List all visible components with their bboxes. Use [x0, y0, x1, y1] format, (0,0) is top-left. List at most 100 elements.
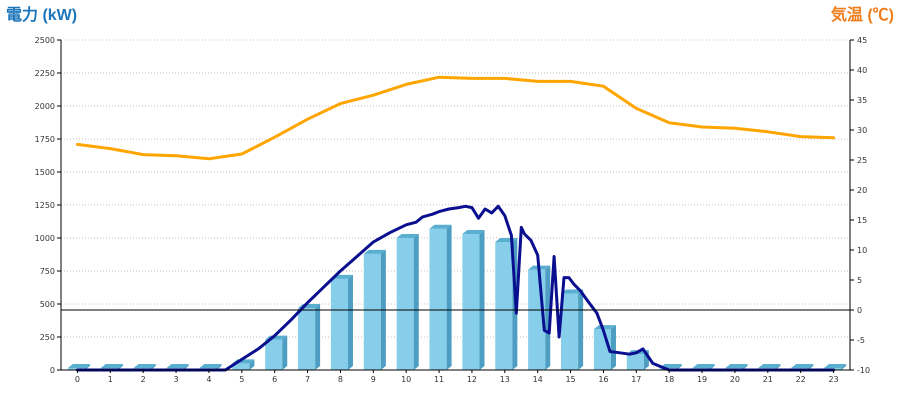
axes: 02505007501000125015001750200022502500-1… [35, 36, 870, 384]
bar-top [692, 364, 715, 368]
x-tick-label: 18 [664, 375, 674, 384]
bar-15 [561, 289, 584, 370]
left-tick-label: 1750 [35, 135, 55, 144]
x-tick-label: 8 [338, 375, 343, 384]
bar-side [249, 359, 255, 370]
bar-top [593, 325, 616, 330]
grid-lines [61, 39, 850, 338]
bar-face [495, 241, 513, 370]
left-tick-label: 2000 [35, 102, 55, 111]
left-tick-label: 1000 [35, 234, 55, 243]
x-tick-label: 7 [305, 375, 310, 384]
bar-top [166, 364, 189, 368]
bar-10 [396, 234, 419, 370]
x-tick-label: 2 [141, 375, 146, 384]
left-tick-label: 2500 [35, 36, 55, 45]
left-tick-label: 1250 [35, 201, 55, 210]
x-tick-label: 15 [565, 375, 575, 384]
right-tick-label: 10 [857, 246, 867, 255]
left-tick-label: 0 [50, 366, 55, 375]
right-tick-label: 40 [857, 66, 867, 75]
x-tick-label: 21 [763, 375, 773, 384]
bar-8 [330, 274, 353, 370]
bar-top [199, 364, 222, 368]
x-tick-label: 20 [730, 375, 740, 384]
x-tick-label: 6 [272, 375, 277, 384]
x-tick-label: 4 [206, 375, 211, 384]
right-tick-label: 20 [857, 186, 867, 195]
bar-side [347, 274, 353, 370]
bar-side [841, 364, 847, 370]
bar-top [396, 234, 419, 238]
bar-top [67, 364, 90, 368]
bar-face [626, 354, 644, 370]
bar-face [330, 278, 348, 370]
bar-top [100, 364, 123, 368]
temperature-line [75, 75, 836, 161]
bar-side [479, 230, 485, 370]
bar-side [610, 325, 616, 370]
right-tick-label: 30 [857, 126, 867, 135]
left-tick-label: 1500 [35, 168, 55, 177]
right-tick-label: 25 [857, 156, 867, 165]
bar-side [282, 335, 288, 370]
x-tick-label: 9 [371, 375, 376, 384]
bar-face [232, 363, 250, 370]
x-tick-label: 13 [500, 375, 510, 384]
x-tick-label: 16 [598, 375, 608, 384]
bar-top [725, 364, 748, 368]
left-tick-label: 250 [40, 333, 55, 342]
right-tick-label: -10 [857, 366, 870, 375]
bar-face [396, 238, 414, 370]
x-tick-label: 11 [434, 375, 444, 384]
right-axis-title: 気温 (℃) [831, 5, 894, 24]
x-tick-label: 22 [796, 375, 806, 384]
bar-top [791, 364, 814, 368]
x-tick-label: 14 [533, 375, 543, 384]
bar-side [413, 234, 419, 370]
left-tick-label: 750 [40, 267, 55, 276]
x-tick-label: 17 [631, 375, 641, 384]
x-tick-label: 10 [401, 375, 411, 384]
bar-face [429, 228, 447, 370]
bar-face [363, 253, 381, 370]
bar-series [67, 224, 847, 370]
bar-side [446, 224, 452, 370]
bar-side [315, 303, 321, 370]
right-tick-label: -5 [857, 336, 865, 345]
right-tick-label: 5 [857, 276, 862, 285]
x-tick-label: 3 [174, 375, 179, 384]
bar-top [462, 230, 485, 235]
bar-face [298, 307, 316, 370]
line-series [75, 75, 836, 372]
right-tick-label: 15 [857, 216, 867, 225]
bar-6 [265, 335, 288, 370]
x-tick-label: 23 [828, 375, 838, 384]
left-tick-label: 2250 [35, 69, 55, 78]
x-tick-label: 0 [75, 375, 80, 384]
right-tick-label: 45 [857, 36, 867, 45]
bar-top [429, 224, 452, 229]
right-tick-label: 35 [857, 96, 867, 105]
bar-face [462, 234, 480, 370]
x-tick-label: 19 [697, 375, 707, 384]
left-tick-label: 500 [40, 300, 55, 309]
right-tick-label: 0 [857, 306, 862, 315]
power-line [75, 204, 836, 372]
bar-side [545, 265, 551, 370]
bar-top [133, 364, 156, 368]
bar-top [824, 364, 847, 368]
bar-face [561, 293, 579, 370]
x-tick-label: 5 [239, 375, 244, 384]
x-tick-label: 1 [108, 375, 113, 384]
bar-face [265, 339, 283, 370]
left-axis-title: 電力 (kW) [6, 5, 77, 24]
bar-top [758, 364, 781, 368]
bar-11 [429, 224, 452, 370]
bar-top [561, 289, 584, 294]
bar-12 [462, 230, 485, 370]
x-tick-label: 12 [467, 375, 477, 384]
bar-side [578, 289, 584, 370]
bar-top [363, 249, 386, 254]
